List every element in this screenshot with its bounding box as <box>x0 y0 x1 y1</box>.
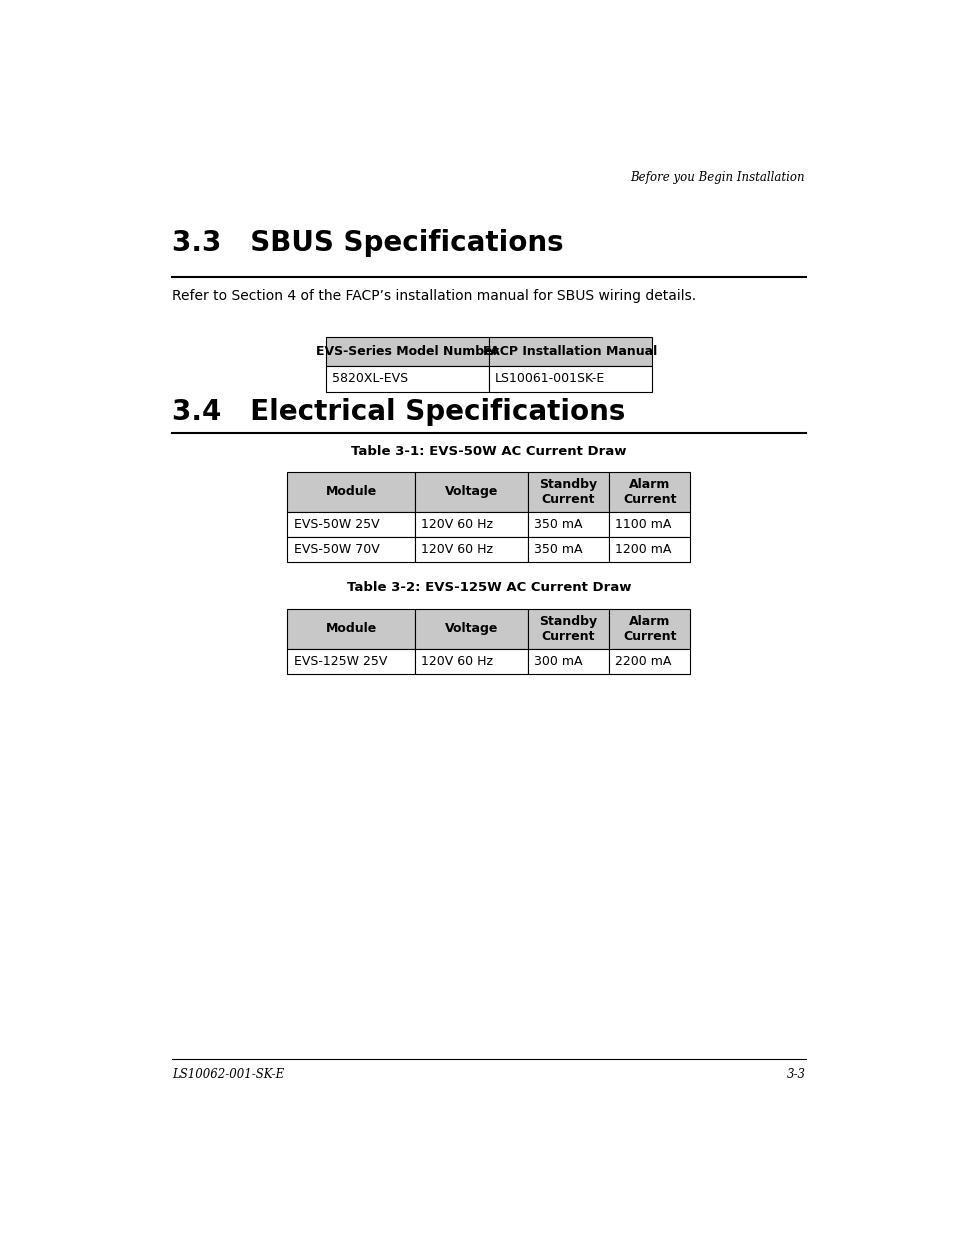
Bar <box>287 537 415 562</box>
Bar <box>287 472 415 511</box>
Bar <box>287 511 415 537</box>
Text: Before you Begin Installation: Before you Begin Installation <box>630 172 804 184</box>
Text: EVS-50W 25V: EVS-50W 25V <box>294 517 379 531</box>
Text: Standby
Current: Standby Current <box>538 478 597 505</box>
Text: 3.3   SBUS Specifications: 3.3 SBUS Specifications <box>172 228 563 257</box>
Bar <box>608 537 690 562</box>
Bar <box>527 537 608 562</box>
Bar <box>527 511 608 537</box>
Bar <box>488 366 651 391</box>
Text: FACP Installation Manual: FACP Installation Manual <box>482 345 657 358</box>
Text: Table 3-1: EVS-50W AC Current Draw: Table 3-1: EVS-50W AC Current Draw <box>351 445 626 458</box>
Bar <box>287 648 415 674</box>
Text: Voltage: Voltage <box>444 622 497 635</box>
Bar <box>608 609 690 648</box>
Text: 350 mA: 350 mA <box>534 543 581 556</box>
Text: 3-3: 3-3 <box>786 1068 805 1082</box>
Bar <box>415 648 527 674</box>
Text: Standby
Current: Standby Current <box>538 615 597 642</box>
Text: Voltage: Voltage <box>444 485 497 498</box>
Text: 120V 60 Hz: 120V 60 Hz <box>421 543 493 556</box>
Bar <box>326 337 488 366</box>
Text: 1200 mA: 1200 mA <box>615 543 671 556</box>
Bar <box>608 511 690 537</box>
Text: EVS-50W 70V: EVS-50W 70V <box>294 543 379 556</box>
Bar <box>527 472 608 511</box>
Text: Module: Module <box>325 622 376 635</box>
Bar <box>488 337 651 366</box>
Bar <box>527 648 608 674</box>
Text: 120V 60 Hz: 120V 60 Hz <box>421 517 493 531</box>
Bar <box>608 472 690 511</box>
Text: 1100 mA: 1100 mA <box>615 517 671 531</box>
Text: 2200 mA: 2200 mA <box>615 655 671 668</box>
Bar <box>608 648 690 674</box>
Text: EVS-Series Model Number: EVS-Series Model Number <box>315 345 498 358</box>
Text: 300 mA: 300 mA <box>534 655 581 668</box>
Text: LS10062-001-SK-E: LS10062-001-SK-E <box>172 1068 284 1082</box>
Bar <box>287 609 415 648</box>
Bar <box>415 472 527 511</box>
Bar <box>326 366 488 391</box>
Text: Module: Module <box>325 485 376 498</box>
Bar <box>415 609 527 648</box>
Text: 120V 60 Hz: 120V 60 Hz <box>421 655 493 668</box>
Text: LS10061-001SK-E: LS10061-001SK-E <box>495 372 605 385</box>
Text: EVS-125W 25V: EVS-125W 25V <box>294 655 387 668</box>
Text: 3.4   Electrical Specifications: 3.4 Electrical Specifications <box>172 399 624 426</box>
Text: Alarm
Current: Alarm Current <box>622 615 676 642</box>
Text: Refer to Section 4 of the FACP’s installation manual for SBUS wiring details.: Refer to Section 4 of the FACP’s install… <box>172 289 696 303</box>
Bar <box>415 537 527 562</box>
Text: Table 3-2: EVS-125W AC Current Draw: Table 3-2: EVS-125W AC Current Draw <box>346 580 631 594</box>
Text: Alarm
Current: Alarm Current <box>622 478 676 505</box>
Bar <box>527 609 608 648</box>
Text: 5820XL-EVS: 5820XL-EVS <box>332 372 408 385</box>
Text: 350 mA: 350 mA <box>534 517 581 531</box>
Bar <box>415 511 527 537</box>
